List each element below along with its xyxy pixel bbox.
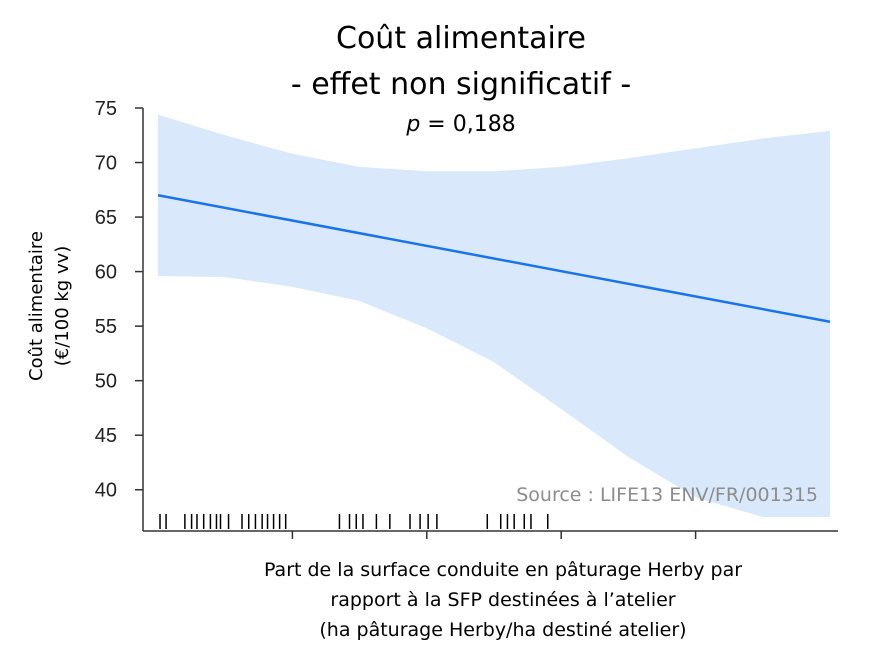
y-tick-label: 60 [95,262,117,284]
y-axis-label: Coût alimentaire (€/100 kg vv) [26,231,73,381]
y-tick-label: 40 [95,480,117,502]
y-tick-label: 75 [95,98,117,120]
chart-title: Coût alimentaire [336,21,586,56]
rug [159,514,549,529]
y-axis-label-line-1: Coût alimentaire [26,231,47,381]
y-axis-label-line-2: (€/100 kg vv) [52,246,73,367]
chart-subtitle: - effet non significatif - [291,67,631,102]
y-axis-ticks: 40 45 50 55 60 65 70 75 [95,98,143,502]
p-value: p = 0,188 [405,112,515,137]
y-tick-label: 50 [95,371,117,393]
source-note: Source : LIFE13 ENV/FR/001315 [516,484,818,506]
x-axis-label-line-2: rapport à la SFP destinées à l’atelier [330,589,675,611]
plot-area [157,114,831,517]
x-axis-label-line-1: Part de la surface conduite en pâturage … [264,559,742,581]
y-tick-label: 65 [95,207,117,229]
y-tick-label: 70 [95,153,117,175]
y-tick-label: 45 [95,425,117,447]
y-tick-label: 55 [95,316,117,338]
p-value-text: = 0,188 [420,112,515,137]
p-label: p [405,112,420,137]
x-axis-label-line-3: (ha pâturage Herby/ha destiné atelier) [319,619,686,641]
series-line [157,194,831,323]
x-axis-ticks [291,531,697,539]
confidence-band [158,114,830,517]
